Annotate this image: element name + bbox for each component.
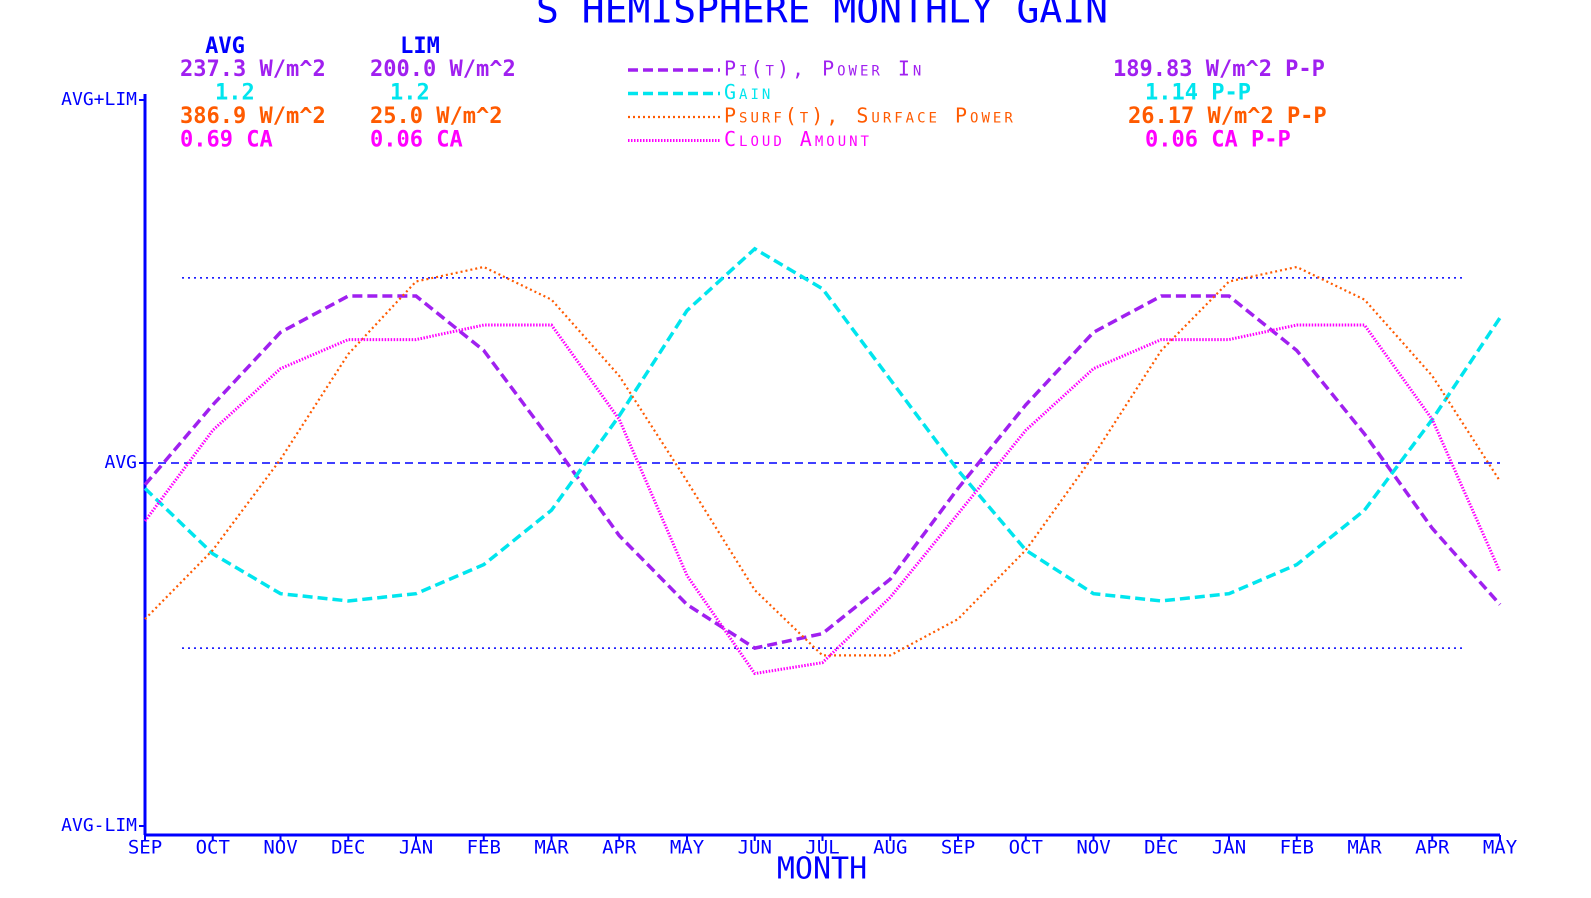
x-tick-label: MAR (534, 837, 569, 859)
lim-stat: 25.0 W/m^2 (370, 104, 502, 129)
x-tick-label: JAN (1212, 837, 1246, 859)
x-tick-label: OCT (196, 837, 230, 859)
x-tick-label: APR (602, 837, 637, 859)
pp-stat: 1.14 P-P (1145, 81, 1251, 106)
x-tick-label: JUN (738, 837, 772, 859)
lim-stat: 0.06 CA (370, 128, 463, 153)
x-tick-label: NOV (1076, 837, 1110, 859)
avg-stat: 0.69 CA (180, 128, 273, 153)
x-tick-label: SEP (941, 837, 975, 859)
pp-stat: 189.83 W/m^2 P-P (1113, 57, 1325, 82)
x-axis-label: MONTH (777, 852, 867, 887)
x-tick-label: NOV (263, 837, 297, 859)
x-tick-label: MAY (670, 837, 705, 859)
x-tick-label: DEC (1144, 837, 1178, 859)
series-line (143, 323, 1502, 676)
avg-heading: AVG (205, 34, 245, 59)
series-line (143, 294, 1502, 650)
x-tick-label: JUL (805, 837, 839, 859)
legend-label: Psurf(t), Surface Power (724, 104, 1016, 128)
pp-stat: 0.06 CA P-P (1145, 128, 1291, 153)
legend-label: Gain (724, 80, 773, 104)
x-tick-label: FEB (467, 837, 501, 859)
x-tick-label: SEP (128, 837, 162, 859)
y-tick-label: AVG-LIM (61, 815, 137, 836)
x-tick-label: OCT (1009, 837, 1043, 859)
y-tick-label: AVG (104, 452, 137, 473)
x-tick-label: MAR (1347, 837, 1382, 859)
avg-stat: 237.3 W/m^2 (180, 57, 326, 82)
legend-label: Cloud Amount (724, 127, 872, 151)
x-tick-label: FEB (1280, 837, 1314, 859)
x-tick-label: JAN (399, 837, 433, 859)
y-tick-label: AVG+LIM (61, 89, 137, 110)
chart-title: S HEMISPHERE MONTHLY GAIN (536, 0, 1108, 32)
lim-stat: 1.2 (390, 81, 430, 106)
pp-stat: 26.17 W/m^2 P-P (1128, 104, 1327, 129)
lim-heading: LIM (400, 34, 440, 59)
lim-stat: 200.0 W/m^2 (370, 57, 516, 82)
avg-stat: 386.9 W/m^2 (180, 104, 326, 129)
legend-label: Pi(t), Power In (724, 57, 924, 81)
x-tick-label: AUG (873, 837, 907, 859)
series-line (143, 246, 1502, 603)
x-tick-label: MAY (1483, 837, 1518, 859)
avg-stat: 1.2 (215, 81, 255, 106)
x-tick-label: DEC (331, 837, 365, 859)
x-tick-label: APR (1415, 837, 1450, 859)
